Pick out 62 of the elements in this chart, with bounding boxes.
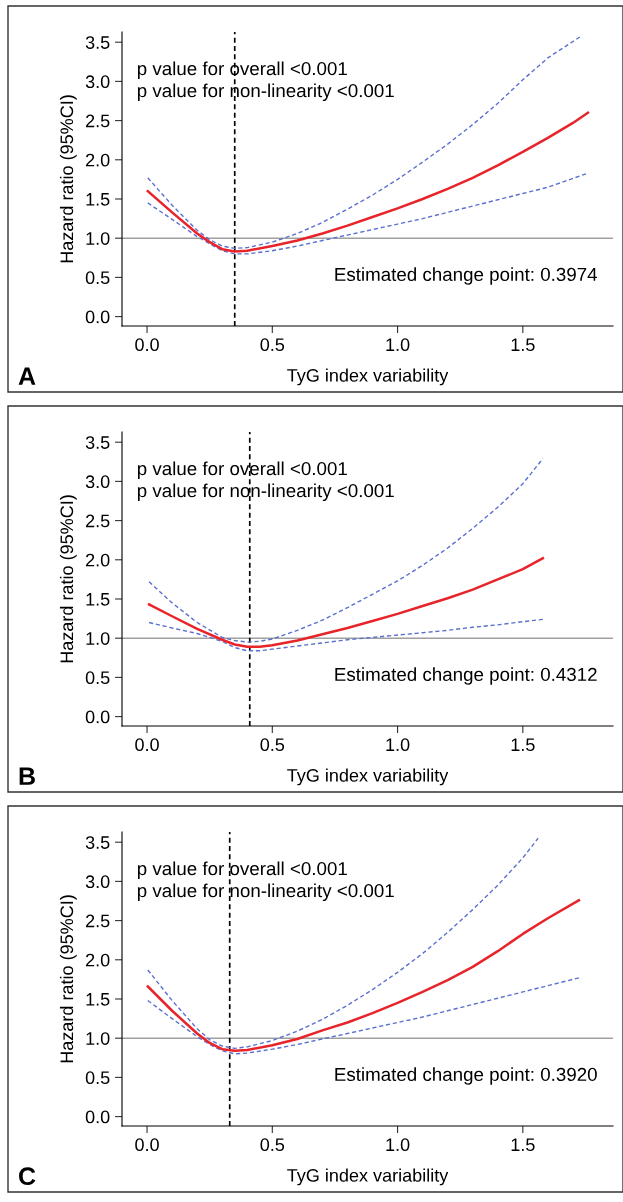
x-tick-label: 1.5 [511, 738, 535, 752]
x-tick-label: 1.5 [511, 338, 535, 352]
x-tick-label: 0.5 [260, 1138, 285, 1152]
y-tick-label: 1.5 [86, 993, 110, 1006]
x-tick-label: 0.0 [135, 1138, 159, 1152]
line-series [147, 172, 589, 255]
y-tick-label: 0.0 [85, 1110, 110, 1124]
y-tick-label: 3.0 [85, 475, 110, 489]
line-series [148, 618, 544, 652]
y-tick-label: 0.0 [85, 310, 110, 324]
annotation: Estimated change point: 0.3920 [335, 1067, 597, 1085]
y-tick-label: 1.5 [86, 193, 110, 206]
y-axis-title: Hazard ratio (95%CI) [59, 495, 77, 663]
y-axis-title: Hazard ratio (95%CI) [59, 895, 77, 1063]
y-tick-label: 2.0 [86, 953, 110, 967]
y-tick-label: 0.5 [85, 271, 110, 285]
annotation: p value for non-linearity <0.001 [137, 83, 394, 102]
y-tick-label: 2.5 [86, 514, 110, 528]
y-tick-label: 3.5 [85, 436, 110, 449]
x-tick-label: 0.0 [135, 738, 159, 752]
y-tick-label: 2.5 [86, 114, 110, 128]
annotation: p value for overall <0.001 [137, 461, 347, 479]
x-tick-label: 1.0 [386, 338, 410, 352]
x-tick-label: 1.0 [386, 1138, 410, 1152]
line-series [147, 35, 583, 250]
x-axis-title: TyG index variability [287, 1168, 449, 1186]
x-tick-label: 0.0 [135, 338, 159, 352]
x-axis-title: TyG index variability [287, 768, 449, 786]
y-tick-label: 2.5 [86, 914, 110, 928]
text: A [18, 367, 36, 385]
line-series [147, 837, 539, 1050]
line-series [148, 457, 544, 643]
line-series [146, 111, 590, 253]
annotation: p value for overall <0.001 [137, 861, 347, 879]
annotation: Estimated change point: 0.4312 [335, 667, 597, 685]
x-tick-label: 0.5 [260, 738, 285, 752]
annotation: Estimated change point: 0.3974 [335, 267, 598, 285]
line-series [147, 977, 580, 1055]
y-tick-label: 3.5 [85, 36, 110, 49]
y-tick-label: 0.5 [85, 1071, 110, 1085]
y-tick-label: 2.0 [86, 153, 110, 167]
annotation: p value for overall <0.001 [137, 61, 347, 79]
x-tick-label: 0.5 [260, 338, 285, 352]
text: C [19, 1167, 36, 1186]
x-axis-title: TyG index variability [287, 368, 449, 386]
y-tick-label: 1.0 [86, 632, 110, 645]
y-tick-label: 0.0 [85, 710, 110, 724]
y-tick-label: 2.0 [86, 553, 110, 567]
x-tick-label: 1.5 [511, 1138, 535, 1152]
text: B [19, 767, 35, 785]
annotation: p value for non-linearity <0.001 [137, 883, 394, 902]
y-axis-title: Hazard ratio (95%CI) [59, 95, 77, 263]
y-tick-label: 3.5 [85, 836, 110, 849]
y-tick-label: 1.0 [86, 1032, 110, 1045]
line-series [147, 556, 545, 649]
y-tick-label: 0.5 [85, 671, 110, 685]
x-tick-label: 1.0 [386, 738, 410, 752]
y-tick-label: 3.0 [85, 75, 110, 89]
annotation: p value for non-linearity <0.001 [137, 483, 394, 502]
y-tick-label: 1.0 [86, 232, 110, 245]
y-tick-label: 3.0 [85, 875, 110, 889]
y-tick-label: 1.5 [86, 593, 110, 606]
